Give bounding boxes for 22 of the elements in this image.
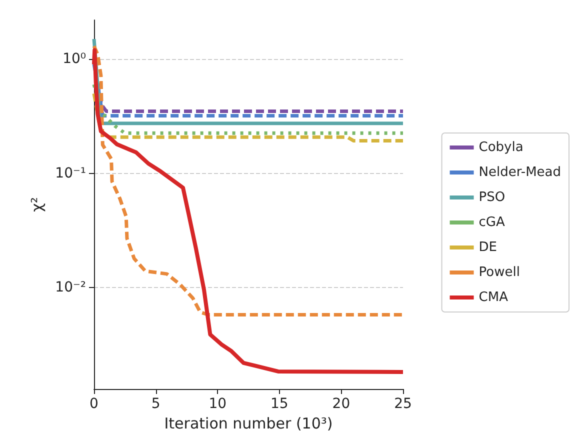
y-tick-label: 10⁻¹ bbox=[55, 165, 86, 182]
x-tick-label: 25 bbox=[394, 396, 412, 412]
legend-label: Nelder-Mead bbox=[478, 165, 562, 180]
y-axis-title: χ² bbox=[28, 197, 46, 212]
legend-label: DE bbox=[478, 240, 498, 255]
y-tick-label: 10⁻² bbox=[55, 280, 86, 296]
x-tick-label: 5 bbox=[151, 396, 160, 412]
line-series bbox=[92, 92, 405, 143]
x-tick-label: 20 bbox=[332, 396, 350, 412]
x-tick-label: 15 bbox=[270, 396, 288, 412]
legend-label: CMA bbox=[478, 290, 508, 305]
x-tick-label: 10 bbox=[208, 396, 227, 412]
x-axis-title: Iteration number (10³) bbox=[164, 414, 333, 432]
legend-label: PSO bbox=[478, 190, 506, 205]
y-tick-label: 10⁰ bbox=[62, 51, 86, 68]
line-series bbox=[92, 48, 405, 374]
legend-label: Cobyla bbox=[478, 140, 524, 155]
legend-label: Powell bbox=[478, 265, 520, 280]
line-series bbox=[92, 82, 405, 135]
x-tick-label: 0 bbox=[90, 396, 98, 412]
legend-label: cGA bbox=[478, 215, 505, 230]
line-series bbox=[92, 44, 405, 317]
